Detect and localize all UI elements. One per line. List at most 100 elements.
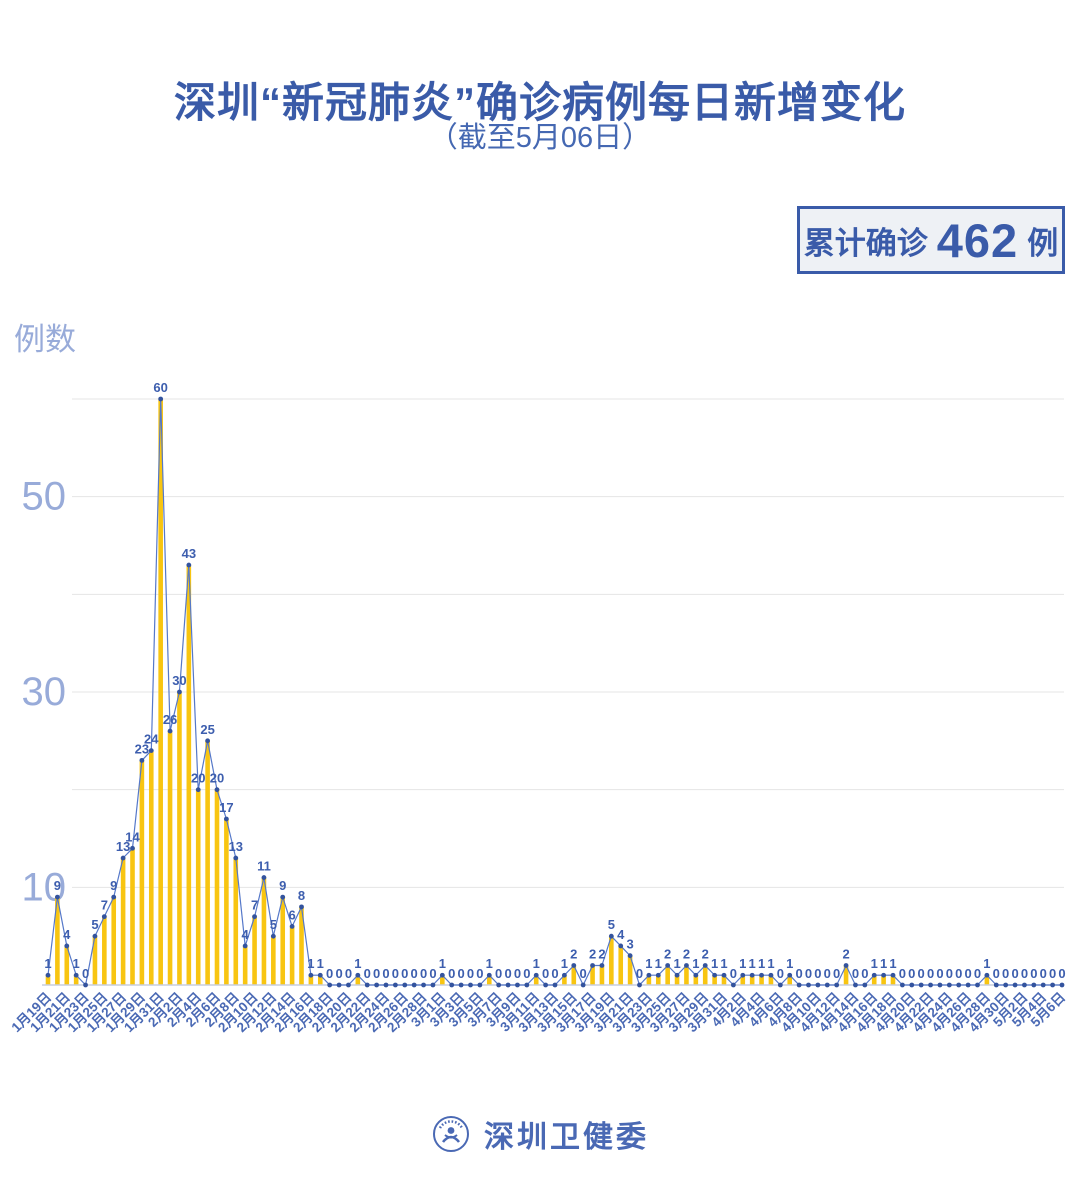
data-label: 0 bbox=[824, 966, 831, 981]
data-label: 0 bbox=[946, 966, 953, 981]
data-point bbox=[355, 972, 361, 978]
bar bbox=[177, 691, 182, 985]
bar bbox=[55, 897, 60, 985]
data-point bbox=[759, 972, 764, 978]
data-label: 14 bbox=[125, 829, 140, 844]
data-point bbox=[796, 982, 802, 988]
data-point bbox=[824, 982, 830, 988]
data-label: 2 bbox=[702, 946, 709, 961]
data-point bbox=[289, 923, 295, 929]
badge-total-value: 462 bbox=[936, 213, 1019, 267]
data-label: 0 bbox=[833, 966, 840, 981]
page-subtitle: （截至5月06日） bbox=[428, 122, 652, 154]
data-point bbox=[946, 982, 952, 988]
bar bbox=[73, 975, 79, 985]
data-label: 0 bbox=[1011, 966, 1018, 981]
bar bbox=[486, 975, 492, 985]
bar bbox=[702, 965, 708, 985]
bar bbox=[308, 975, 314, 985]
data-label: 0 bbox=[82, 966, 89, 981]
data-point bbox=[899, 982, 905, 988]
bar bbox=[440, 975, 445, 985]
data-label: 0 bbox=[852, 966, 859, 981]
data-point bbox=[336, 982, 342, 988]
data-point bbox=[411, 982, 417, 988]
data-label: 0 bbox=[523, 966, 530, 981]
data-label: 0 bbox=[420, 966, 427, 981]
bar bbox=[355, 975, 361, 985]
data-point bbox=[261, 875, 267, 880]
data-point bbox=[364, 982, 370, 988]
data-point bbox=[120, 855, 126, 861]
data-label: 13 bbox=[116, 839, 130, 854]
badge-unit-label: 例 bbox=[1027, 225, 1059, 261]
bar bbox=[618, 945, 624, 985]
bar bbox=[674, 975, 680, 985]
data-label: 0 bbox=[908, 966, 915, 981]
data-label: 0 bbox=[861, 966, 868, 981]
data-point bbox=[421, 982, 426, 988]
data-label: 0 bbox=[382, 966, 389, 981]
data-point bbox=[533, 972, 539, 978]
data-point bbox=[111, 894, 117, 900]
data-label: 0 bbox=[636, 966, 643, 981]
bar bbox=[233, 858, 239, 985]
data-point bbox=[505, 982, 511, 988]
data-point bbox=[853, 982, 858, 988]
data-label: 1 bbox=[767, 956, 774, 971]
bar bbox=[111, 897, 117, 985]
data-point bbox=[580, 982, 586, 988]
data-point bbox=[843, 963, 849, 968]
data-point bbox=[862, 982, 868, 988]
data-label: 0 bbox=[392, 966, 399, 981]
data-point bbox=[402, 982, 408, 988]
data-point bbox=[655, 972, 661, 978]
data-label: 60 bbox=[153, 380, 167, 395]
data-point bbox=[768, 972, 774, 978]
data-label: 4 bbox=[617, 927, 625, 942]
data-label: 1 bbox=[73, 956, 80, 971]
data-label: 0 bbox=[335, 966, 342, 981]
data-label: 0 bbox=[476, 966, 483, 981]
data-point bbox=[637, 982, 642, 988]
data-label: 0 bbox=[795, 966, 802, 981]
data-point bbox=[975, 982, 980, 988]
data-point bbox=[956, 982, 962, 988]
data-label: 0 bbox=[1021, 966, 1028, 981]
data-label: 26 bbox=[163, 712, 177, 727]
data-point bbox=[167, 728, 173, 734]
data-point bbox=[571, 963, 577, 968]
data-label: 0 bbox=[364, 966, 371, 981]
data-point bbox=[881, 972, 887, 978]
data-label: 0 bbox=[429, 966, 436, 981]
bar bbox=[252, 916, 257, 985]
bar bbox=[655, 975, 661, 985]
data-label: 2 bbox=[570, 946, 577, 961]
bar bbox=[890, 975, 896, 985]
data-label: 20 bbox=[191, 771, 205, 786]
data-point bbox=[1022, 982, 1027, 988]
data-point bbox=[1040, 982, 1046, 988]
bar bbox=[158, 398, 163, 985]
data-point bbox=[871, 972, 877, 978]
data-label: 0 bbox=[1002, 966, 1009, 981]
data-label: 0 bbox=[373, 966, 380, 981]
bar bbox=[224, 818, 229, 985]
data-label: 23 bbox=[135, 741, 149, 756]
data-label: 1 bbox=[561, 956, 568, 971]
data-point bbox=[346, 982, 351, 988]
bar bbox=[599, 965, 605, 985]
bar bbox=[242, 945, 248, 985]
data-point bbox=[674, 972, 680, 978]
bar bbox=[139, 760, 145, 985]
data-label: 0 bbox=[814, 966, 821, 981]
bar bbox=[64, 945, 70, 985]
data-label: 2 bbox=[598, 946, 605, 961]
data-point bbox=[45, 972, 51, 978]
data-point bbox=[205, 738, 211, 744]
data-point bbox=[599, 963, 605, 968]
data-label: 43 bbox=[182, 546, 196, 561]
bar bbox=[45, 975, 51, 985]
bar bbox=[693, 975, 699, 985]
data-label: 1 bbox=[871, 956, 878, 971]
